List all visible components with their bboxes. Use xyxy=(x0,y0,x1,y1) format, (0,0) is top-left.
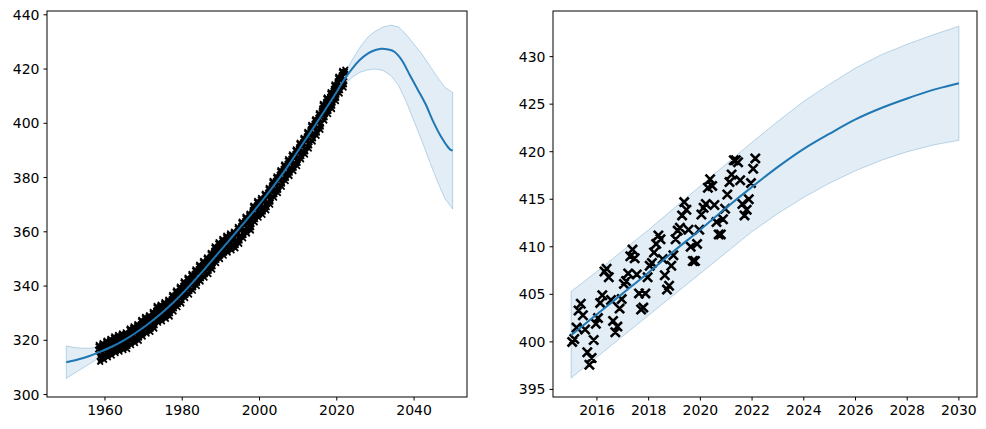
x-tick-label: 2024 xyxy=(786,402,822,418)
confidence-band xyxy=(571,26,959,378)
y-tick-label: 420 xyxy=(519,144,546,160)
y-tick-label: 425 xyxy=(519,96,546,112)
x-tick-label: 2026 xyxy=(838,402,874,418)
figure-canvas: 1960198020002020204030032034036038040042… xyxy=(0,0,986,429)
x-tick-label: 2018 xyxy=(631,402,667,418)
y-tick-label: 410 xyxy=(519,239,546,255)
y-tick-label: 400 xyxy=(519,334,546,350)
x-tick-label: 2020 xyxy=(683,402,719,418)
y-tick-label: 415 xyxy=(519,191,546,207)
plot-panel-recent-zoom: 2016 2018 2020 2022 2024 2026 2028 2030 395 400 40… xyxy=(0,0,986,429)
y-tick-label: 395 xyxy=(519,381,546,397)
x-tick-label: 2030 xyxy=(941,402,977,418)
x-tick-label: 2022 xyxy=(734,402,770,418)
x-tick-label: 2016 xyxy=(579,402,615,418)
y-tick-label: 430 xyxy=(519,49,546,65)
x-tick-label: 2028 xyxy=(889,402,925,418)
y-tick-label: 405 xyxy=(519,286,546,302)
